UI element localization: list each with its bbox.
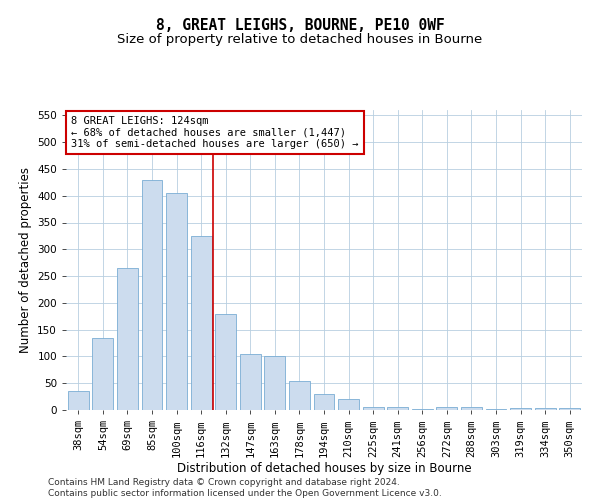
Bar xyxy=(485,409,506,410)
Bar xyxy=(142,180,163,410)
Bar xyxy=(314,394,334,410)
Bar xyxy=(510,408,531,410)
Bar xyxy=(92,338,113,410)
Text: Size of property relative to detached houses in Bourne: Size of property relative to detached ho… xyxy=(118,32,482,46)
Bar xyxy=(289,380,310,410)
Bar xyxy=(559,408,580,410)
Bar xyxy=(535,408,556,410)
Bar xyxy=(191,236,212,410)
Bar xyxy=(338,400,359,410)
Text: 8 GREAT LEIGHS: 124sqm
← 68% of detached houses are smaller (1,447)
31% of semi-: 8 GREAT LEIGHS: 124sqm ← 68% of detached… xyxy=(71,116,359,149)
X-axis label: Distribution of detached houses by size in Bourne: Distribution of detached houses by size … xyxy=(176,462,472,475)
Bar xyxy=(215,314,236,410)
Bar xyxy=(412,409,433,410)
Bar xyxy=(166,193,187,410)
Text: 8, GREAT LEIGHS, BOURNE, PE10 0WF: 8, GREAT LEIGHS, BOURNE, PE10 0WF xyxy=(155,18,445,32)
Bar xyxy=(362,408,383,410)
Bar xyxy=(461,408,482,410)
Bar xyxy=(265,356,286,410)
Y-axis label: Number of detached properties: Number of detached properties xyxy=(19,167,32,353)
Bar xyxy=(240,354,261,410)
Bar xyxy=(68,391,89,410)
Bar xyxy=(117,268,138,410)
Bar xyxy=(387,408,408,410)
Bar xyxy=(436,408,457,410)
Text: Contains HM Land Registry data © Crown copyright and database right 2024.
Contai: Contains HM Land Registry data © Crown c… xyxy=(48,478,442,498)
